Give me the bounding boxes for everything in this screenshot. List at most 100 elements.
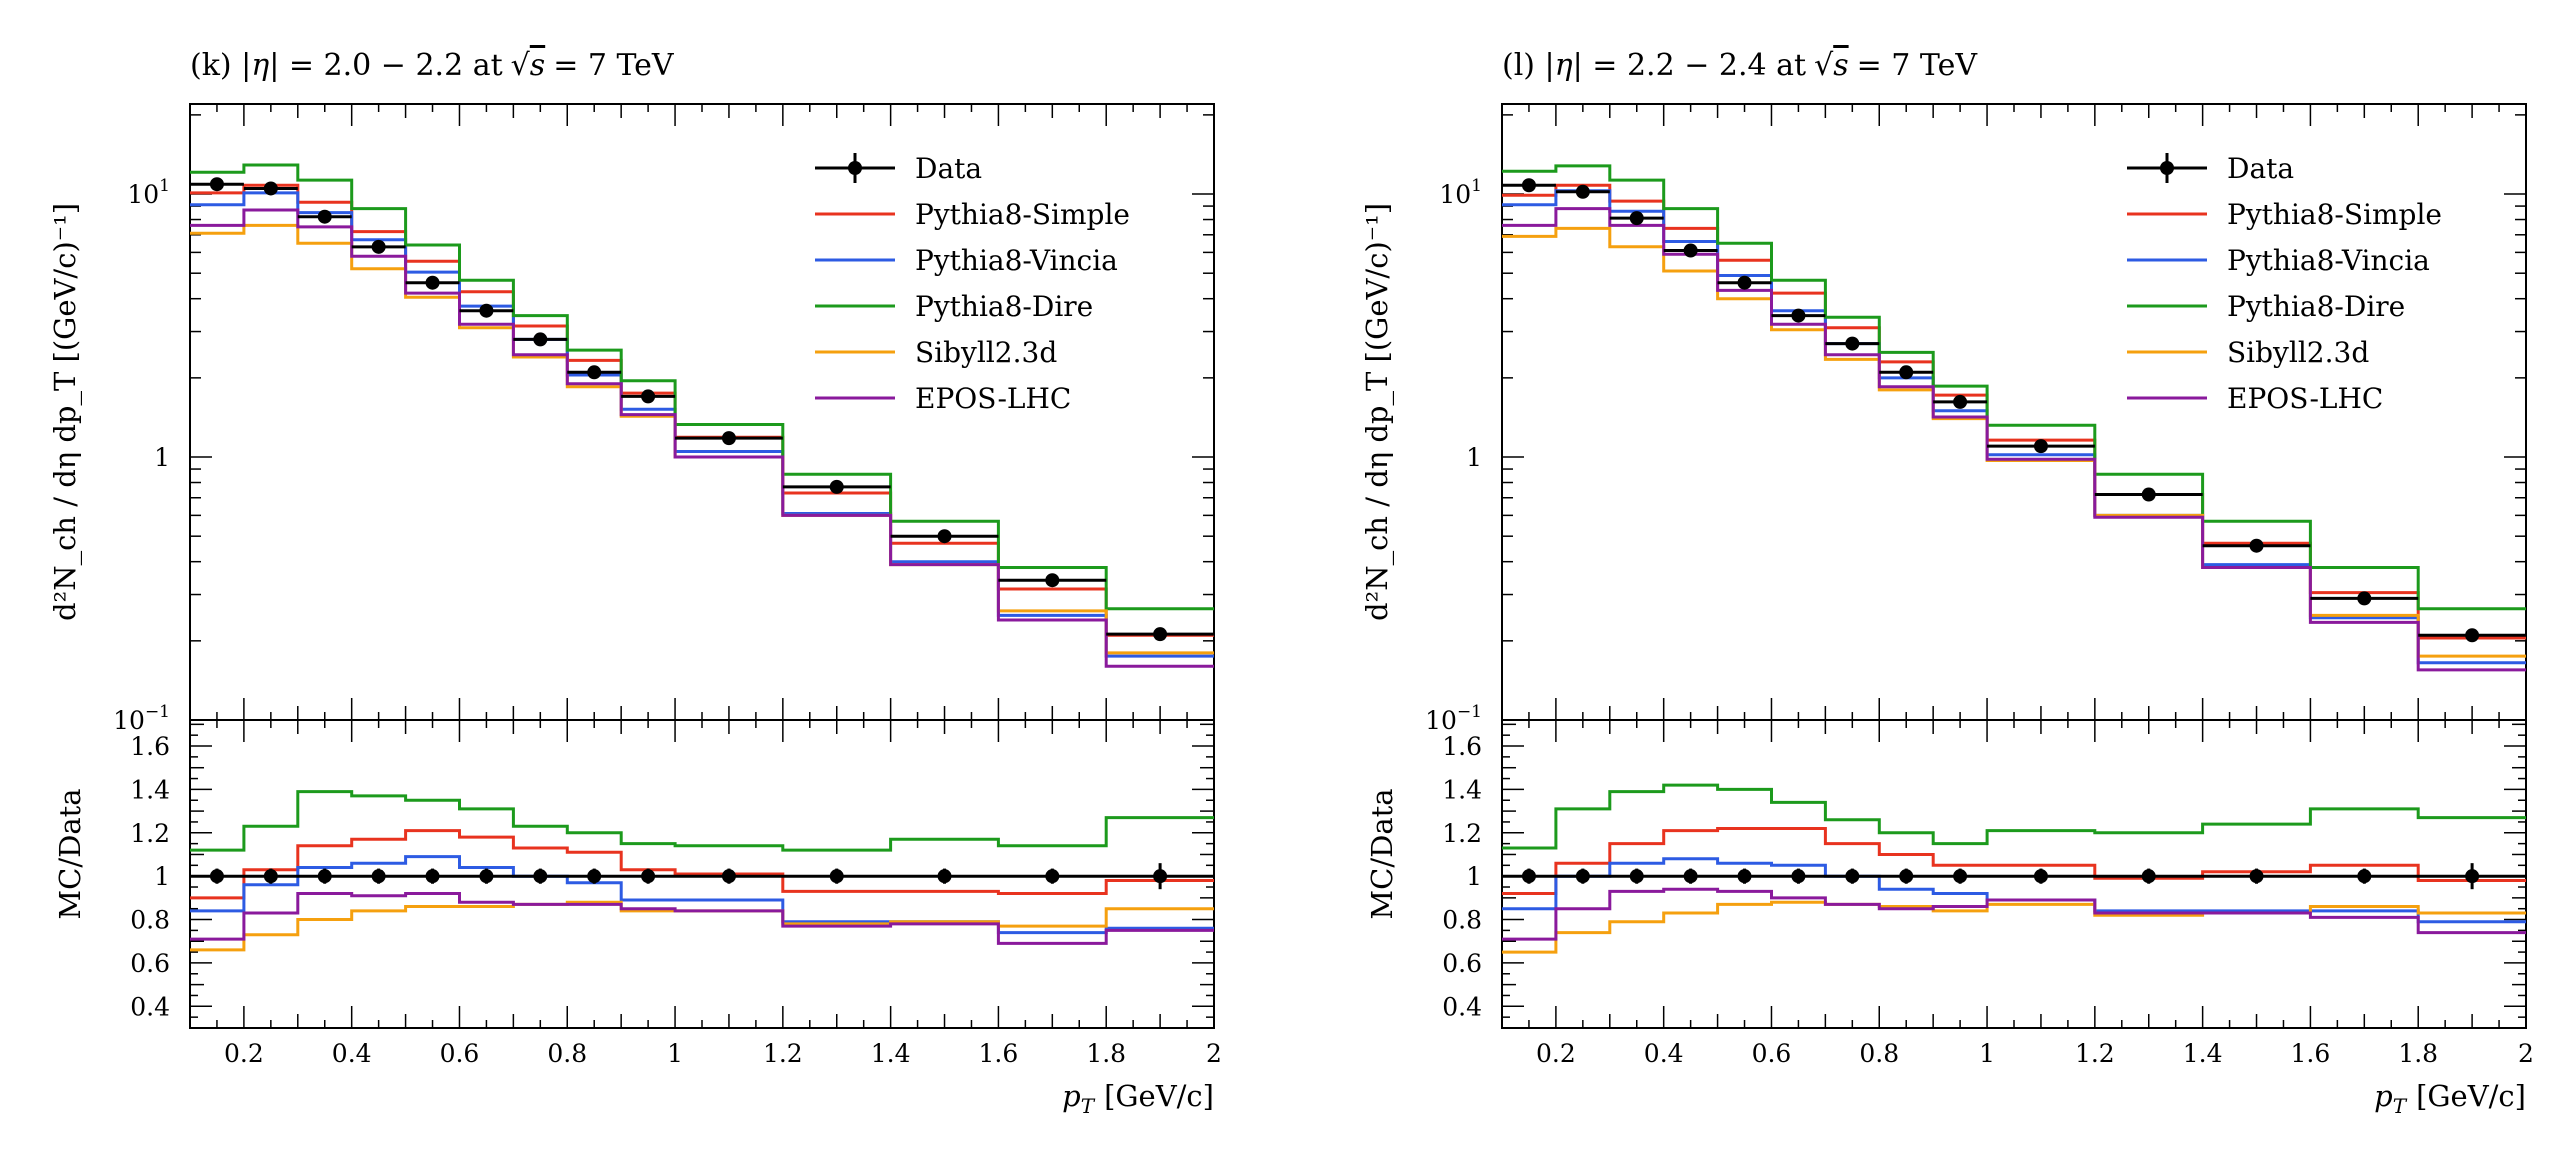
y-tick-base: 10 <box>127 180 159 209</box>
ratio-data-point <box>533 869 548 884</box>
legend-label: Pythia8-Simple <box>2227 198 2442 231</box>
data-point <box>587 365 602 380</box>
panel-title: (k) |η| = 2.0 − 2.2 at √s = 7 TeV <box>190 48 675 83</box>
y-tick-base: 10 <box>113 706 145 735</box>
ratio-line-pythia8-simple <box>190 829 1214 900</box>
legend-label: EPOS-LHC <box>915 382 1071 415</box>
legend-label: Pythia8-Vincia <box>915 244 1118 277</box>
ratio-data-point <box>1899 869 1914 884</box>
mc-line-epos-lhc <box>1502 207 2526 672</box>
ratio-tick-label: 0.4 <box>1442 992 1482 1021</box>
ratio-data-point <box>1845 869 1860 884</box>
ratio-data-point <box>1791 869 1806 884</box>
ratio-data-point <box>1575 869 1590 884</box>
x-tick-label: 1.4 <box>2183 1039 2223 1068</box>
x-tick-label: 1.2 <box>2075 1039 2115 1068</box>
x-title-p: p <box>1062 1079 1081 1113</box>
ratio-axis-title: MC/Data <box>53 788 87 919</box>
ratio-tick-label: 0.6 <box>130 949 170 978</box>
title-s: s <box>530 48 545 83</box>
x-tick-label: 0.2 <box>1536 1039 1576 1068</box>
ratio-line-epos-lhc <box>1502 887 2526 941</box>
ratio-data-point <box>2357 869 2372 884</box>
x-title-unit: [GeV/c] <box>1104 1079 1214 1113</box>
x-tick-label: 1.4 <box>871 1039 911 1068</box>
ratio-line-epos-lhc <box>190 892 1214 945</box>
title-prefix: (l) | <box>1502 48 1555 83</box>
ratio-axis-title: MC/Data <box>1365 788 1399 919</box>
y-tick-label: 1 <box>1466 443 1482 472</box>
ratio-data-point <box>371 869 386 884</box>
data-point <box>1575 184 1590 199</box>
ratio-data-point <box>1629 869 1644 884</box>
ratio-tick-label: 0.4 <box>130 992 170 1021</box>
data-point <box>1845 336 1860 351</box>
legend-label: EPOS-LHC <box>2227 382 2383 415</box>
data-point <box>2465 628 2480 643</box>
x-tick-label: 0.2 <box>224 1039 264 1068</box>
title-range: | = 2.0 − 2.2 at <box>269 48 502 83</box>
y-axis-title: d²N_ch / dη dp_T [(GeV/c)⁻¹] <box>48 203 83 621</box>
title-energy: = 7 TeV <box>553 48 675 83</box>
ratio-line-pythia8-dire <box>190 790 1214 852</box>
ratio-data-point <box>263 869 278 884</box>
data-point <box>1683 243 1698 258</box>
panel-title: (l) |η| = 2.2 − 2.4 at √s = 7 TeV <box>1502 48 1978 83</box>
ratio-line-pythia8-simple <box>1502 827 2526 895</box>
ratio-plot-frame <box>1501 719 2527 1029</box>
data-point <box>721 431 736 446</box>
y-tick-label: 101 <box>1439 176 1482 209</box>
legend: Data Pythia8-Simple Pythia8-Vincia Pythia8-… <box>815 152 1130 415</box>
x-title-unit: [GeV/c] <box>2416 1079 2526 1113</box>
y-axis-title: d²N_ch / dη dp_T [(GeV/c)⁻¹] <box>1360 203 1395 621</box>
ratio-data-point <box>479 869 494 884</box>
y-tick-exp: 1 <box>159 176 170 196</box>
y-tick-exp: 1 <box>1471 176 1482 196</box>
x-tick-label: 0.8 <box>547 1039 587 1068</box>
x-title-p: p <box>2374 1079 2393 1113</box>
x-tick-label: 0.4 <box>332 1039 372 1068</box>
ratio-tick-label: 1.2 <box>1442 819 1482 848</box>
data-point <box>2249 538 2264 553</box>
x-tick-label: 1.6 <box>979 1039 1019 1068</box>
ratio-tick-label: 1.2 <box>130 819 170 848</box>
ratio-data-point <box>425 869 440 884</box>
title-eta: η <box>1555 48 1573 83</box>
ratio-data-point <box>1737 869 1752 884</box>
title-s: s <box>1833 48 1848 83</box>
data-point <box>1899 365 1914 380</box>
y-tick-base: 10 <box>1439 180 1471 209</box>
mc-line-epos-lhc <box>190 208 1214 668</box>
x-tick-label: 2 <box>1206 1039 1222 1068</box>
ratio-line-pythia8-dire <box>1502 783 2526 850</box>
panel-l: (l) |η| = 2.2 − 2.4 at √s = 7 TeV 0.2 0.4 0.6… <box>1360 48 2534 1118</box>
x-axis-title: pT [GeV/c] <box>2374 1079 2526 1118</box>
data-point <box>479 303 494 318</box>
ratio-data-point <box>2465 869 2480 884</box>
ratio-data-point <box>641 869 656 884</box>
data-point <box>2033 439 2048 454</box>
legend-label: Pythia8-Simple <box>915 198 1130 231</box>
data-point <box>1737 275 1752 290</box>
x-tick-label: 1.8 <box>2398 1039 2438 1068</box>
legend-label: Sibyll2.3d <box>2227 336 2369 369</box>
y-tick-base: 10 <box>1425 706 1457 735</box>
ratio-tick-label: 1.6 <box>1442 732 1482 761</box>
y-tick-exp: −1 <box>145 702 170 722</box>
y-tick-label: 1 <box>154 443 170 472</box>
ratio-tick-label: 1 <box>154 862 170 891</box>
x-title-sub: T <box>2393 1094 2408 1118</box>
ratio-data-point <box>937 869 952 884</box>
legend-label: Pythia8-Vincia <box>2227 244 2430 277</box>
x-tick-label: 1.2 <box>763 1039 803 1068</box>
mc-line-pythia8-dire <box>190 163 1214 611</box>
ratio-tick-label: 1.4 <box>130 775 170 804</box>
data-point <box>263 181 278 196</box>
data-point <box>641 389 656 404</box>
ratio-tick-label: 1.6 <box>130 732 170 761</box>
ratio-data-point <box>209 869 224 884</box>
data-point <box>533 332 548 347</box>
x-tick-label: 2 <box>2518 1039 2534 1068</box>
ratio-tick-label: 1.4 <box>1442 775 1482 804</box>
x-tick-label: 0.4 <box>1644 1039 1684 1068</box>
